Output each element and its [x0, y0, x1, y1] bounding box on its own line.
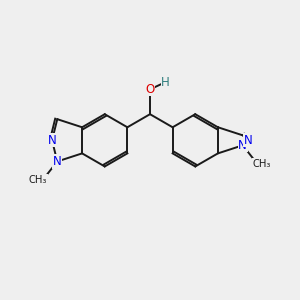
- Text: N: N: [238, 139, 247, 152]
- Text: CH₃: CH₃: [29, 175, 47, 185]
- Text: N: N: [48, 134, 56, 147]
- Text: O: O: [146, 83, 154, 96]
- Text: H: H: [161, 76, 170, 88]
- Text: N: N: [244, 134, 252, 147]
- Text: N: N: [53, 155, 62, 168]
- Text: CH₃: CH₃: [253, 159, 271, 169]
